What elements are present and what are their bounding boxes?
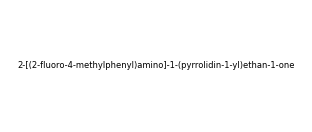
Text: 2-[(2-fluoro-4-methylphenyl)amino]-1-(pyrrolidin-1-yl)ethan-1-one: 2-[(2-fluoro-4-methylphenyl)amino]-1-(py… [17, 62, 295, 70]
